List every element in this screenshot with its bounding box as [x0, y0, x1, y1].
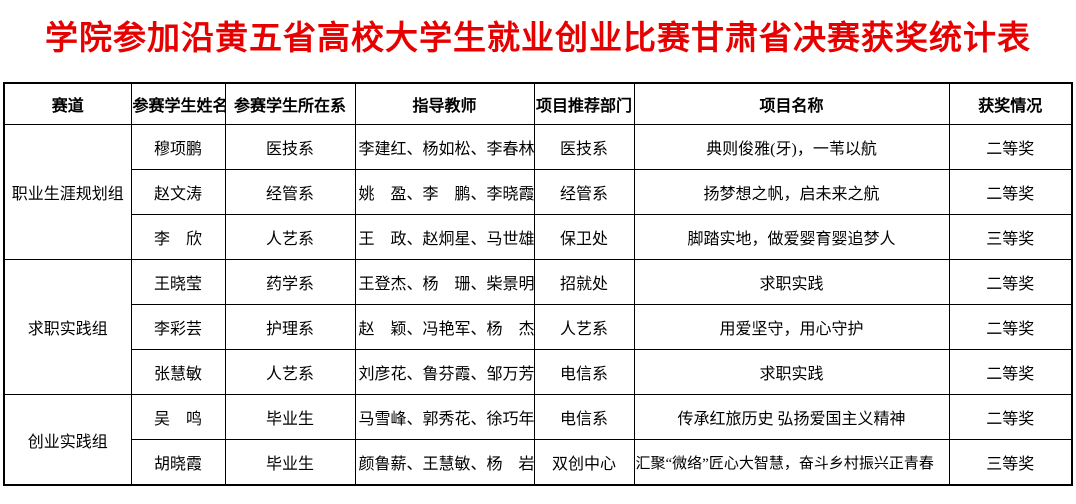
- cell-student: 吴 鸣: [130, 394, 226, 440]
- cell-teachers: 李建红、杨如松、李春林: [354, 124, 535, 170]
- table-row: 职业生涯规划组 穆项鹏 医技系 李建红、杨如松、李春林 医技系 典则俊雅(牙)，…: [3, 124, 1073, 260]
- col-header-recommending-unit: 项目推荐部门: [533, 82, 635, 125]
- cell-award: 三等奖: [948, 439, 1073, 486]
- cell-project-name: 求职实践: [633, 259, 950, 305]
- cell-teachers: 颜鲁薪、王慧敏、杨 岩: [354, 439, 535, 486]
- cell-recommending-unit: 双创中心: [533, 439, 635, 486]
- table-row: 创业实践组 吴 鸣 毕业生 马雪峰、郭秀花、徐巧年 电信系 传承红旅历史 弘扬爱…: [3, 394, 1073, 486]
- cell-student: 赵文涛: [130, 169, 226, 215]
- cell-track: 职业生涯规划组: [3, 124, 132, 260]
- cell-project-name: 用爱坚守，用心守护: [633, 304, 950, 350]
- cell-student: 胡晓霞: [130, 439, 226, 486]
- cell-project-name: 脚踏实地，做爱婴育婴追梦人: [633, 214, 950, 260]
- cell-project-name: 汇聚“微络”匠心大智慧，奋斗乡村振兴正青春: [633, 439, 950, 486]
- cell-recommending-unit: 医技系: [533, 124, 635, 170]
- table-row: 张慧敏 人艺系 刘彦花、鲁芬霞、邹万芳 电信系 求职实践 二等奖: [4, 349, 1073, 395]
- cell-award: 二等奖: [948, 259, 1073, 305]
- header-row: 赛道 参赛学生姓名 参赛学生所在系 指导教师 项目推荐部门 项目名称 获奖情况: [3, 82, 1073, 125]
- cell-department: 人艺系: [224, 214, 356, 260]
- cell-award: 二等奖: [948, 124, 1073, 170]
- cell-student: 李 欣: [130, 214, 226, 260]
- cell-award: 二等奖: [948, 304, 1073, 350]
- cell-recommending-unit: 经管系: [533, 169, 635, 215]
- cell-award: 三等奖: [948, 214, 1073, 260]
- cell-student: 张慧敏: [130, 349, 226, 395]
- page: 学院参加沿黄五省高校大学生就业创业比赛甘肃省决赛获奖统计表 赛道 参赛学生姓名 …: [0, 12, 1076, 486]
- cell-department: 人艺系: [224, 349, 356, 395]
- table-row: 求职实践组 王晓莹 药学系 王登杰、杨 珊、柴景明 招就处 求职实践 二等奖: [3, 259, 1073, 395]
- awards-table: 赛道 参赛学生姓名 参赛学生所在系 指导教师 项目推荐部门 项目名称 获奖情况 …: [3, 82, 1073, 486]
- col-header-track: 赛道: [3, 82, 132, 125]
- table-row: 赵文涛 经管系 姚 盈、李 鹏、李晓霞 经管系 扬梦想之帆，启未来之航 二等奖: [4, 169, 1073, 215]
- col-header-department: 参赛学生所在系: [224, 82, 356, 125]
- cell-award: 二等奖: [948, 349, 1073, 395]
- cell-department: 药学系: [224, 259, 356, 305]
- cell-teachers: 姚 盈、李 鹏、李晓霞: [354, 169, 535, 215]
- table-row: 李彩芸 护理系 赵 颖、冯艳军、杨 杰 人艺系 用爱坚守，用心守护 二等奖: [4, 304, 1073, 350]
- cell-teachers: 王登杰、杨 珊、柴景明: [354, 259, 535, 305]
- cell-teachers: 刘彦花、鲁芬霞、邹万芳: [354, 349, 535, 395]
- cell-department: 毕业生: [224, 394, 356, 440]
- page-title: 学院参加沿黄五省高校大学生就业创业比赛甘肃省决赛获奖统计表: [45, 21, 1031, 57]
- cell-recommending-unit: 保卫处: [533, 214, 635, 260]
- cell-student: 王晓莹: [130, 259, 226, 305]
- cell-student: 穆项鹏: [130, 124, 226, 170]
- cell-department: 经管系: [224, 169, 356, 215]
- cell-award: 二等奖: [948, 169, 1073, 215]
- cell-project-name: 传承红旅历史 弘扬爱国主义精神: [633, 394, 950, 440]
- cell-recommending-unit: 招就处: [533, 259, 635, 305]
- cell-track: 求职实践组: [3, 259, 132, 395]
- cell-project-name: 典则俊雅(牙)，一苇以航: [633, 124, 950, 170]
- cell-project-name: 求职实践: [633, 349, 950, 395]
- cell-teachers: 赵 颖、冯艳军、杨 杰: [354, 304, 535, 350]
- cell-teachers: 马雪峰、郭秀花、徐巧年: [354, 394, 535, 440]
- cell-student: 李彩芸: [130, 304, 226, 350]
- cell-recommending-unit: 电信系: [533, 394, 635, 440]
- cell-recommending-unit: 人艺系: [533, 304, 635, 350]
- cell-track: 创业实践组: [3, 394, 132, 486]
- cell-recommending-unit: 电信系: [533, 349, 635, 395]
- cell-teachers: 王 政、赵炯星、马世雄: [354, 214, 535, 260]
- cell-award: 二等奖: [948, 394, 1073, 440]
- col-header-award: 获奖情况: [948, 82, 1073, 125]
- col-header-teachers: 指导教师: [354, 82, 535, 125]
- col-header-student: 参赛学生姓名: [130, 82, 226, 125]
- cell-department: 毕业生: [224, 439, 356, 486]
- cell-department: 医技系: [224, 124, 356, 170]
- cell-department: 护理系: [224, 304, 356, 350]
- col-header-project-name: 项目名称: [633, 82, 950, 125]
- cell-project-name: 扬梦想之帆，启未来之航: [633, 169, 950, 215]
- table-row: 胡晓霞 毕业生 颜鲁薪、王慧敏、杨 岩 双创中心 汇聚“微络”匠心大智慧，奋斗乡…: [4, 439, 1073, 486]
- table-row: 李 欣 人艺系 王 政、赵炯星、马世雄 保卫处 脚踏实地，做爱婴育婴追梦人 三等…: [4, 214, 1073, 260]
